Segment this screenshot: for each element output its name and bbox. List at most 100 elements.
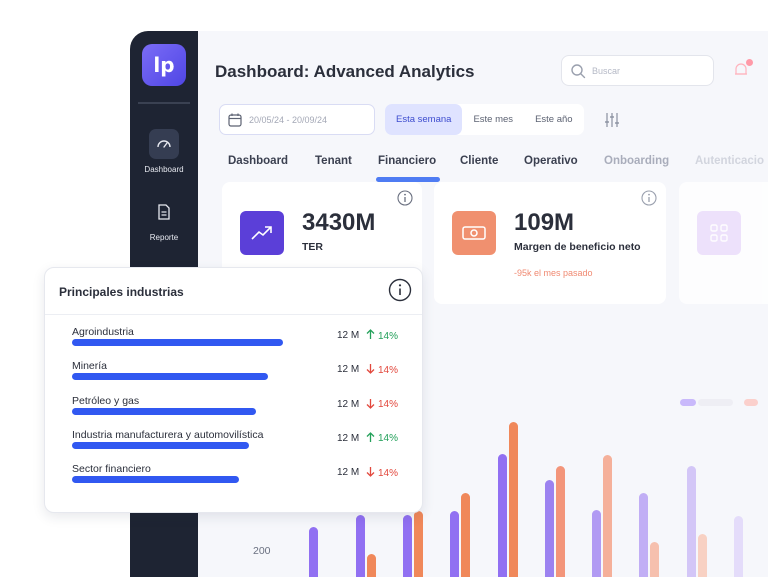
chart-bar xyxy=(498,454,507,577)
industry-name: Industria manufacturera y automovilístic… xyxy=(72,428,264,441)
sidebar-item-label: Reporte xyxy=(149,233,179,242)
arrow-down-icon xyxy=(366,363,375,377)
document-icon xyxy=(149,197,179,227)
info-icon[interactable] xyxy=(388,278,412,302)
industry-name: Petróleo y gas xyxy=(72,394,140,407)
info-icon[interactable] xyxy=(397,190,413,206)
period-esta-semana[interactable]: Esta semana xyxy=(385,104,463,135)
search-icon xyxy=(571,64,586,79)
sidebar-item-label: Dashboard xyxy=(144,165,184,174)
money-icon xyxy=(452,211,496,255)
arrow-down-icon xyxy=(366,398,375,412)
industry-value: 12 M xyxy=(337,398,360,410)
y-axis-tick: 200 xyxy=(253,545,271,557)
chart-bar xyxy=(592,510,601,577)
chart-bar xyxy=(556,466,565,577)
active-tab-indicator xyxy=(376,177,440,182)
change-percent: 14% xyxy=(378,433,399,445)
bell-icon[interactable] xyxy=(734,62,748,78)
change-percent: 14% xyxy=(378,399,399,411)
panel-divider xyxy=(45,314,422,315)
tab-cliente[interactable]: Cliente xyxy=(460,155,499,167)
sliders-icon[interactable] xyxy=(604,112,620,128)
sidebar-divider xyxy=(138,102,190,104)
industry-bar xyxy=(72,373,268,381)
chart-bar xyxy=(367,554,376,577)
bar-chart xyxy=(198,411,768,577)
chart-bar xyxy=(461,493,470,577)
chart-bar xyxy=(650,542,659,577)
arrow-down-icon xyxy=(366,466,375,480)
industry-change: 14% xyxy=(366,329,398,343)
chart-bar xyxy=(403,515,412,577)
industry-change: 14% xyxy=(366,466,398,480)
tab-onboarding[interactable]: Onboarding xyxy=(604,155,670,167)
industries-panel: Principales industrias Agroindustria 12 M… xyxy=(44,267,423,513)
chart-bar xyxy=(603,455,612,577)
chart-bar xyxy=(414,511,423,577)
industry-bar xyxy=(72,339,283,346)
period-este-mes[interactable]: Este mes xyxy=(473,114,514,125)
industry-row: Petróleo y gas 12 M 14% xyxy=(45,395,422,425)
sidebar-item-reporte[interactable]: Reporte xyxy=(130,197,198,242)
kpi-subtext: -95k el mes pasado xyxy=(514,268,593,278)
chart-bar xyxy=(356,515,365,577)
trend-up-icon xyxy=(240,211,284,255)
industry-name: Agroindustria xyxy=(72,326,134,338)
chart-legend-purple xyxy=(680,399,696,406)
tab-autenticacion[interactable]: Autenticacio xyxy=(695,155,765,167)
tab-operativo[interactable]: Operativo xyxy=(524,155,578,167)
info-icon[interactable] xyxy=(641,190,657,206)
tab-tenant[interactable]: Tenant xyxy=(315,155,352,167)
chart-bar xyxy=(639,493,648,577)
search-input[interactable]: Buscar xyxy=(561,55,714,86)
kpi-value: 3430M xyxy=(302,209,376,236)
tab-dashboard[interactable]: Dashboard xyxy=(228,155,289,167)
chart-bar xyxy=(509,422,518,577)
change-percent: 14% xyxy=(378,467,399,479)
industry-row: Sector financiero 12 M 14% xyxy=(45,463,422,493)
date-range-picker[interactable]: 20/05/24 - 20/09/24 xyxy=(219,104,375,135)
industry-bar xyxy=(72,476,239,484)
change-percent: 14% xyxy=(378,364,399,376)
industry-change: 14% xyxy=(366,431,399,446)
search-placeholder: Buscar xyxy=(592,66,621,76)
industry-row: Agroindustria 12 M 14% xyxy=(45,326,422,356)
change-percent: 14% xyxy=(378,330,399,342)
kpi-label: TER xyxy=(302,241,323,253)
period-este-ano[interactable]: Este año xyxy=(535,114,573,125)
industry-name: Minería xyxy=(72,360,108,373)
gauge-icon xyxy=(149,129,179,159)
notification-dot xyxy=(746,59,753,66)
chart-bar xyxy=(309,527,318,577)
app-logo[interactable]: lp xyxy=(142,44,186,86)
period-selector: Esta semana Este mes Este año xyxy=(385,104,584,135)
chart-legend-track xyxy=(698,399,733,406)
industry-change: 14% xyxy=(366,398,398,412)
industry-change: 14% xyxy=(366,363,398,377)
kpi-label: Margen de beneficio neto xyxy=(514,241,641,253)
date-range-value: 20/05/24 - 20/09/24 xyxy=(249,115,328,125)
page-title: Dashboard: Advanced Analytics xyxy=(215,62,475,81)
industry-value: 12 M xyxy=(337,330,360,341)
calendar-icon xyxy=(228,113,242,127)
arrow-up-icon xyxy=(366,431,375,446)
chart-bar xyxy=(450,511,459,577)
industry-bar xyxy=(72,407,256,415)
logo-text: lp xyxy=(153,53,175,77)
industry-value: 12 M xyxy=(337,467,360,479)
industry-row: Minería 12 M 14% xyxy=(45,360,422,390)
sidebar-item-dashboard[interactable]: Dashboard xyxy=(130,129,198,174)
arrow-up-icon xyxy=(366,329,375,343)
industry-row: Industria manufacturera y automovilístic… xyxy=(45,429,422,459)
industry-value: 12 M xyxy=(337,432,360,444)
chart-bar xyxy=(545,480,554,577)
grid-icon xyxy=(697,211,741,255)
tab-financiero[interactable]: Financiero xyxy=(378,155,437,167)
panel-title: Principales industrias xyxy=(59,285,184,299)
industry-name: Sector financiero xyxy=(72,463,151,476)
chart-bar xyxy=(698,534,707,577)
industry-value: 12 M xyxy=(337,364,360,376)
chart-legend-orange xyxy=(744,399,758,406)
kpi-value: 109M xyxy=(514,209,575,236)
